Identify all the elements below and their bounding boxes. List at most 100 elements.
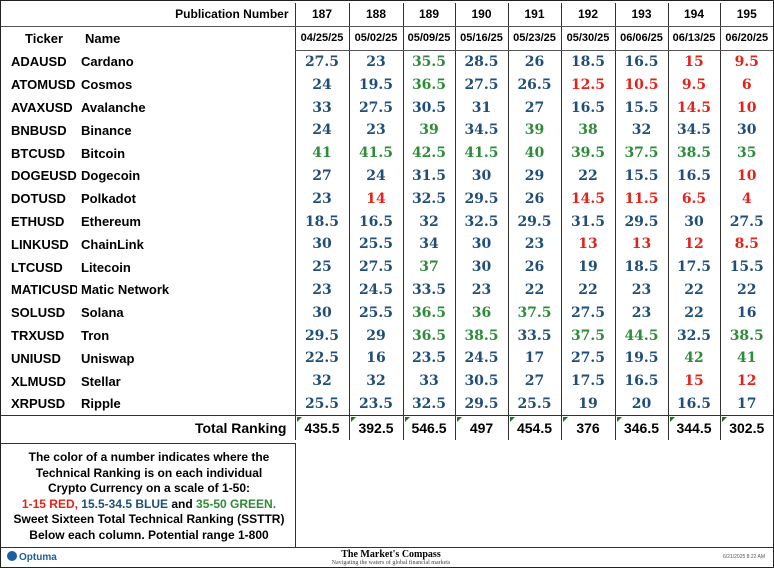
ranking-value: 12 — [719, 369, 773, 393]
logo-text: Optuma — [19, 552, 57, 563]
ranking-value: 18.5 — [294, 210, 349, 233]
ranking-value: 30.5 — [454, 369, 508, 393]
name-cell: Cardano — [81, 54, 134, 70]
ranking-value: 8.5 — [719, 232, 773, 256]
ranking-value: 31.5 — [402, 164, 455, 188]
ranking-value: 31.5 — [560, 210, 615, 233]
ranking-value: 23 — [294, 278, 349, 302]
ranking-value: 41 — [294, 141, 349, 165]
publication-date: 05/09/25 — [402, 26, 455, 51]
ranking-value: 22.5 — [294, 346, 349, 370]
ranking-value: 29 — [507, 164, 561, 188]
ticker-cell: UNIUSD — [11, 350, 61, 366]
name-cell: Binance — [81, 122, 132, 138]
ranking-value: 24.5 — [348, 278, 403, 302]
name-cell: Polkadot — [81, 191, 136, 207]
ranking-value: 24 — [348, 164, 403, 188]
ranking-value: 32.5 — [454, 210, 508, 233]
ticker-header: Ticker — [25, 30, 64, 46]
ranking-value: 32 — [348, 369, 403, 393]
ranking-value: 14 — [348, 187, 403, 211]
ranking-value: 23 — [294, 187, 349, 211]
legend-line: Sweet Sixteen Total Technical Ranking (S… — [13, 512, 285, 526]
ranking-value: 16.5 — [614, 369, 668, 393]
ranking-value: 23 — [454, 278, 508, 302]
ranking-value: 27 — [507, 369, 561, 393]
publication-date: 05/23/25 — [507, 26, 561, 51]
ranking-value: 24.5 — [454, 346, 508, 370]
ranking-value: 16.5 — [667, 164, 720, 188]
legend-red: 1-15 RED, — [21, 496, 78, 511]
ranking-value: 29.5 — [294, 324, 349, 347]
name-cell: Stellar — [81, 373, 121, 389]
ranking-value: 28.5 — [454, 50, 508, 74]
ticker-cell: ETHUSD — [11, 214, 65, 230]
ticker-cell: DOGEUSD — [11, 168, 77, 184]
ticker-cell: XRPUSD — [11, 396, 66, 412]
ranking-value: 27.5 — [294, 50, 349, 74]
ranking-value: 15.5 — [614, 96, 668, 119]
name-cell: Ethereum — [81, 214, 141, 230]
table-row: ATOMUSD Cosmos 24 19.5 36.5 27.5 26.5 12.5 10.5 9… — [1, 73, 773, 97]
ranking-value: 42.5 — [402, 141, 455, 165]
ranking-value: 23 — [348, 118, 403, 142]
cell-flag-icon — [404, 417, 410, 423]
legend-scale: 1-15 RED, 15.5-34.5 BLUE and 35-50 GREEN… — [7, 497, 291, 513]
ranking-value: 16.5 — [348, 210, 403, 233]
ranking-value: 19.5 — [614, 346, 668, 370]
ranking-value: 19 — [560, 392, 615, 416]
ticker-cell: BTCUSD — [11, 145, 66, 161]
ranking-value: 27.5 — [560, 301, 615, 325]
ticker-cell: TRXUSD — [11, 328, 65, 344]
name-cell: Matic Network — [81, 282, 170, 298]
ranking-value: 15 — [667, 369, 720, 393]
ranking-value: 42 — [667, 346, 720, 370]
cell-flag-icon — [350, 417, 356, 423]
ranking-value: 30 — [454, 164, 508, 188]
ranking-value: 29.5 — [454, 187, 508, 211]
brand: The Market's Compass Navigating the wate… — [301, 549, 481, 566]
ranking-value: 29.5 — [454, 392, 508, 416]
total-value-text: 376 — [576, 420, 600, 437]
ranking-value: 35 — [719, 141, 773, 165]
table-row: SOLUSD Solana 30 25.5 36.5 36 37.5 27.5 23 22 16 — [1, 301, 773, 325]
total-value-text: 546.5 — [411, 420, 447, 437]
ranking-value: 30 — [294, 301, 349, 325]
publication-date: 05/02/25 — [348, 26, 403, 51]
ranking-value: 27.5 — [719, 210, 773, 233]
ranking-table: Publication Number 187 188 189 190 191 192 193 1… — [1, 3, 773, 441]
ranking-value: 24 — [294, 118, 349, 142]
ranking-value: 17 — [507, 346, 561, 370]
ranking-value: 23.5 — [348, 392, 403, 416]
ranking-value: 15 — [667, 50, 720, 74]
ranking-value: 13 — [560, 232, 615, 256]
ranking-value: 30 — [454, 255, 508, 279]
cell-flag-icon — [616, 417, 622, 423]
ranking-value: 33.5 — [402, 278, 455, 302]
footer: Optuma The Market's Compass Navigating t… — [1, 547, 773, 568]
ranking-value: 16 — [719, 301, 773, 325]
total-value-text: 392.5 — [358, 420, 394, 437]
ranking-value: 23 — [614, 301, 668, 325]
table-row: AVAXUSD Avalanche 33 27.5 30.5 31 27 16.5 15.5 14… — [1, 96, 773, 119]
ranking-value: 30.5 — [402, 96, 455, 119]
optuma-logo-icon — [7, 551, 17, 561]
table-row: XRPUSD Ripple 25.5 23.5 32.5 29.5 25.5 19 20 16.5… — [1, 392, 773, 416]
publication-number: 189 — [402, 3, 455, 27]
ranking-value: 32 — [614, 118, 668, 142]
ranking-value: 9.5 — [667, 73, 720, 97]
ticker-cell: LINKUSD — [11, 236, 69, 252]
name-cell: Avalanche — [81, 100, 146, 116]
ranking-value: 16.5 — [560, 96, 615, 119]
table-row: DOGEUSD Dogecoin 27 24 31.5 30 29 22 15.5 16.5 10 — [1, 164, 773, 188]
ranking-value: 29.5 — [614, 210, 668, 233]
ranking-value: 22 — [719, 278, 773, 302]
cell-flag-icon — [456, 417, 462, 423]
name-cell: Cosmos — [81, 77, 133, 93]
ranking-value: 36 — [454, 301, 508, 325]
ranking-value: 32.5 — [402, 392, 455, 416]
table-row: XLMUSD Stellar 32 32 33 30.5 27 17.5 16.5 15 12 — [1, 369, 773, 393]
ranking-value: 40 — [507, 141, 561, 165]
ranking-value: 23 — [348, 50, 403, 74]
